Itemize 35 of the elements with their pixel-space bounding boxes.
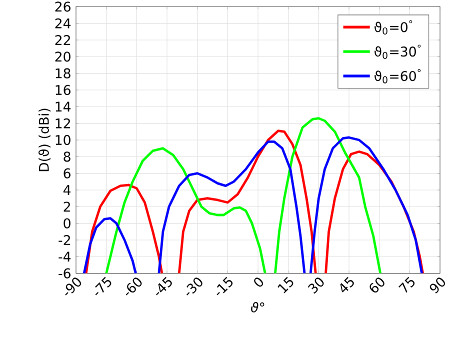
y-tick-label: -6 (58, 268, 70, 278)
x-tick-label: 90 (430, 278, 446, 294)
x-tick-label: -60 (126, 278, 142, 296)
y-tick-label: 8 (64, 152, 70, 162)
legend-label: ϑ$_{0}$=30$^{°}$ (374, 44, 421, 59)
y-tick-label: 10 (56, 134, 70, 146)
y-tick-label: 6 (64, 168, 70, 178)
y-tick-label: 12 (56, 118, 70, 128)
x-tick-label: 45 (340, 276, 354, 292)
x-tick-label: -45 (156, 276, 172, 296)
x-tick-label: -75 (95, 276, 112, 296)
x-axis-title: ϑ° (251, 302, 264, 312)
y-tick-label: 20 (55, 52, 70, 62)
y-tick-label: 2 (64, 202, 70, 212)
y-tick-label: 24 (55, 18, 71, 28)
x-tick-label: 15 (278, 276, 294, 294)
y-tick-label: -4 (58, 252, 71, 262)
x-tick-label: 60 (370, 278, 384, 293)
x-tick-label: -90 (65, 278, 82, 296)
y-tick-label: 26 (55, 2, 70, 12)
x-tick-label: 30 (308, 278, 324, 294)
y-tick-label: 18 (56, 68, 70, 78)
y-tick-label: -2 (58, 235, 70, 245)
x-tick-label: -30 (186, 278, 202, 296)
y-tick-label: 4 (63, 185, 71, 195)
y-tick-label: 14 (56, 102, 71, 112)
y-tick-label: 22 (55, 35, 70, 45)
y-tick-label: 0 (64, 218, 70, 228)
y-tick-label: 16 (56, 84, 70, 96)
x-tick-label: -15 (216, 276, 233, 296)
x-tick-label: 0 (254, 278, 264, 287)
y-axis-title: D(ϑ) (dBi) (38, 108, 51, 172)
legend-label: ϑ$_{0}$=0$^{°}$ (374, 20, 412, 34)
x-tick-label: 75 (398, 276, 415, 293)
legend-label: ϑ$_{0}$=60$^{°}$ (374, 69, 421, 84)
